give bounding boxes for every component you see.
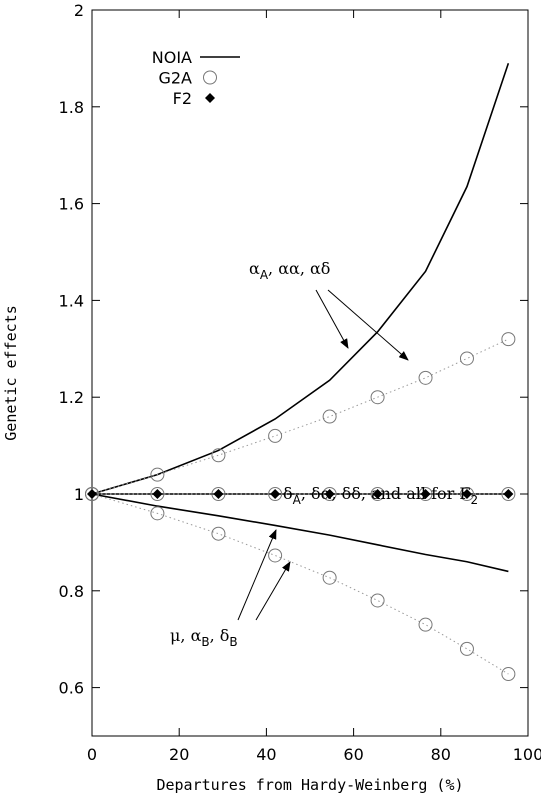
- annotation-subscript: B: [201, 635, 209, 649]
- x-tick-label: 60: [343, 745, 363, 764]
- annotation-text: μ, α: [170, 626, 202, 645]
- point-marker: [420, 489, 431, 499]
- annotation-text: δ: [283, 484, 293, 503]
- point-marker: [213, 489, 224, 499]
- point-marker: [370, 487, 385, 501]
- y-tick-label: 0.6: [59, 679, 84, 698]
- x-tick-label: 0: [87, 745, 97, 764]
- point-marker: [150, 487, 165, 501]
- y-tick-label: 1.2: [59, 388, 84, 407]
- point-marker: [322, 487, 337, 501]
- point-marker: [459, 351, 474, 366]
- point-marker: [418, 617, 433, 632]
- point-marker: [87, 489, 97, 499]
- legend-marker: [203, 70, 217, 85]
- point-marker: [268, 487, 283, 501]
- legend-marker: [205, 93, 215, 103]
- annotation-subscript: B: [229, 635, 237, 649]
- y-tick-label: 2: [74, 1, 84, 20]
- point-marker: [150, 506, 165, 521]
- point-marker: [501, 487, 516, 501]
- series-dotted-line: [91, 338, 509, 495]
- point-marker: [324, 489, 335, 499]
- x-tick-label: 40: [256, 745, 276, 764]
- annotation-subscript: A: [293, 493, 302, 507]
- point-marker: [418, 487, 433, 501]
- point-marker: [461, 489, 472, 499]
- legend-label: G2A: [158, 69, 192, 88]
- legend-label: NOIA: [152, 48, 192, 67]
- point-marker: [152, 489, 163, 499]
- annotation-text: , δ: [210, 626, 230, 645]
- annotation-text: α: [249, 259, 260, 278]
- annotation-text: , δα, δδ, and all for F: [301, 484, 471, 503]
- point-marker: [322, 570, 337, 585]
- point-marker: [150, 467, 165, 482]
- y-tick-label: 0.8: [59, 582, 84, 601]
- point-marker: [85, 487, 99, 501]
- point-marker: [372, 489, 383, 499]
- annotation-subscript: 2: [471, 493, 479, 507]
- point-marker: [370, 593, 385, 608]
- annotation-text: , αα, αδ: [268, 259, 330, 278]
- annotation: αA, αα, αδ: [249, 259, 330, 282]
- point-marker: [211, 448, 226, 463]
- annotation: μ, αB, δB: [170, 626, 238, 649]
- y-tick-label: 1.4: [59, 291, 84, 310]
- point-marker: [270, 489, 281, 499]
- x-axis-label: Departures from Hardy-Weinberg (%): [156, 776, 463, 794]
- y-tick-label: 1: [74, 485, 84, 504]
- point-marker: [459, 487, 474, 501]
- point-marker: [418, 370, 433, 385]
- point-marker: [370, 390, 385, 405]
- x-tick-label: 100: [513, 745, 541, 764]
- series-line: [91, 493, 509, 573]
- annotation-arrows: [237, 289, 409, 621]
- point-marker: [211, 487, 226, 501]
- x-tick-label: 80: [431, 745, 451, 764]
- point-marker: [459, 641, 474, 656]
- y-axis-label: Genetic effects: [2, 305, 20, 440]
- point-marker: [503, 489, 514, 499]
- point-marker: [322, 409, 337, 424]
- legend-label: F2: [173, 89, 192, 108]
- point-marker: [501, 667, 516, 682]
- point-marker: [268, 428, 283, 443]
- point-marker: [211, 526, 226, 541]
- y-tick-label: 1.6: [59, 195, 84, 214]
- series-line: [91, 62, 510, 495]
- y-tick-label: 1.8: [59, 98, 84, 117]
- annotation-subscript: A: [260, 268, 269, 282]
- plot-frame: [91, 9, 529, 737]
- point-marker: [268, 548, 283, 563]
- series-dotted-line: [91, 493, 509, 675]
- point-marker: [501, 332, 516, 347]
- x-tick-label: 20: [169, 745, 189, 764]
- annotation: δA, δα, δδ, and all for F2: [283, 484, 478, 507]
